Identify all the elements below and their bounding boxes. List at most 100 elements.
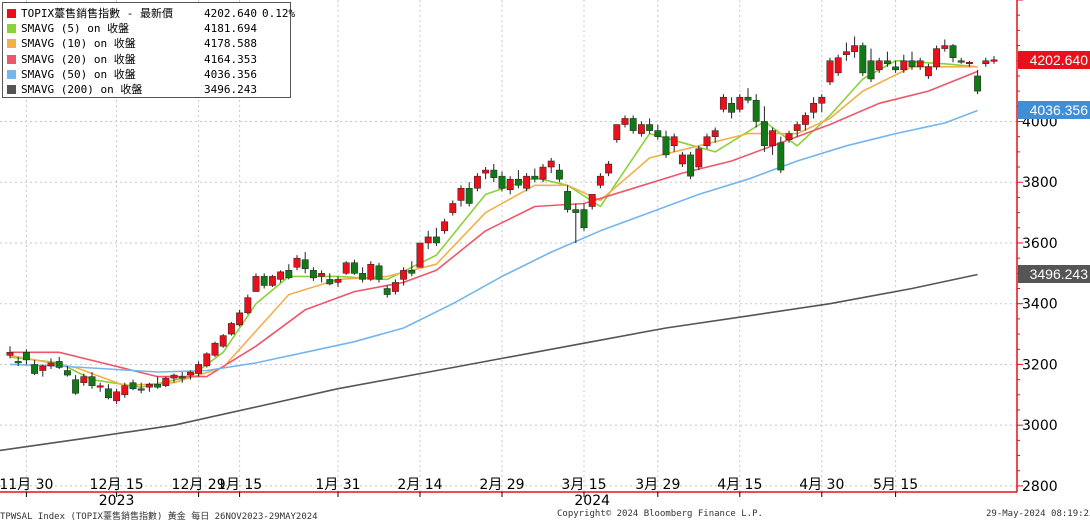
x-tick-label: 11月 30 [0,477,53,493]
candle-body [744,96,752,101]
candle-body [555,169,563,180]
candle-body [252,276,260,292]
price-tag: 4036.356 [1018,101,1090,120]
y-tick-label: 3800 [1022,175,1058,191]
candle-body [39,365,47,371]
candle-body [572,209,580,213]
candle-body [564,191,572,210]
candle-body [982,60,990,65]
candle-body [933,48,941,68]
candle-body [162,377,170,386]
x-tick-label: 2月 29 [479,477,524,493]
legend-value: 3496.243 [204,83,257,96]
legend-swatch [7,39,16,49]
legend-row: TOPIX薹售銷售指數 - 最新價 4202.640 0.12% [7,6,295,21]
year-label: 2024 [574,493,610,509]
candle-body [195,364,203,374]
candle-body [793,124,801,131]
legend-row: SMAVG (20) on 收盤 4164.353 [7,52,287,67]
candle-body [695,148,703,168]
candle-body [293,257,301,268]
legend-value: 4164.353 [204,52,257,66]
candle-body [367,263,375,280]
candle-body [236,312,244,326]
candle-body [621,118,629,125]
series-line [9,109,978,373]
candle-body [810,103,818,113]
candle-body [219,335,227,347]
candle-body [113,391,121,402]
candle-body [867,60,875,80]
x-tick-label: 12月 15 [90,477,144,493]
candle-body [883,60,891,65]
candle-body [211,342,219,356]
candle-body [318,273,326,277]
candle-body [490,169,498,178]
candle-body [473,175,481,189]
candle-body [268,276,276,286]
year-label: 2023 [99,493,135,509]
x-tick-label: 4月 15 [717,477,762,493]
candle-body [736,96,744,110]
candle-body [457,188,465,201]
candle-body [974,75,982,92]
candle-body [605,163,613,174]
legend-row: SMAVG (200) on 收盤 3496.243 [7,82,287,97]
candle-body [342,262,350,274]
x-tick-label: 5月 15 [873,477,918,493]
candle-body [531,175,539,180]
candle-body [949,45,957,58]
y-tick-label: 3000 [1022,418,1058,434]
candle-body [654,130,662,137]
candles [6,36,998,404]
legend-row: SMAVG (50) on 收盤 4036.356 [7,67,287,82]
candle-body [924,66,932,77]
candle-body [441,221,449,232]
x-tick-label: 3月 29 [635,477,680,493]
candle-body [514,178,522,186]
legend-label: SMAVG (10) on 收盤 [21,37,136,51]
legend-value: 4202.640 [204,7,257,20]
candle-body [350,262,358,274]
candle-body [260,276,268,286]
candle-body [539,166,547,180]
candle-body [957,60,965,63]
candle-body [498,175,506,189]
candle-body [424,236,432,244]
candle-body [801,115,809,125]
candle-body [900,60,908,71]
candle-body [826,60,834,83]
y-tick-label: 3200 [1022,357,1058,373]
y-tick-label: 3600 [1022,236,1058,252]
candle-body [670,136,678,147]
candle-body [334,279,342,283]
candle-body [408,270,416,274]
candle-body [55,361,63,368]
candle-body [646,124,654,131]
candle-body [834,57,842,74]
y-tick-label: 3400 [1022,297,1058,313]
candle-body [359,273,367,280]
candle-body [662,136,670,156]
footer-source: TPWSAL Index (TOPIX薹售銷售指數) 黃金 每日 26NOV20… [0,512,318,522]
candle-body [301,259,309,270]
candle-body [285,270,293,279]
candle-body [154,383,162,388]
candle-body [875,60,883,71]
legend-row: SMAVG (10) on 收盤 4178.588 [7,36,287,51]
legend-label: SMAVG (50) on 收盤 [21,67,136,81]
candle-body [719,96,727,110]
candle-body [908,60,916,68]
legend-swatch [7,85,16,94]
candle-body [678,154,686,165]
candle-body [842,51,850,55]
x-tick-label: 4月 30 [799,477,844,493]
legend-swatch [7,9,16,18]
x-tick-label: 1月 15 [217,477,262,493]
legend: TOPIX薹售銷售指數 - 最新價 4202.640 0.12% SMAVG (5) … [2,2,295,98]
candle-body [137,388,145,391]
x-tick-label: 1月 31 [315,477,360,493]
legend-value: 4178.588 [204,37,257,51]
